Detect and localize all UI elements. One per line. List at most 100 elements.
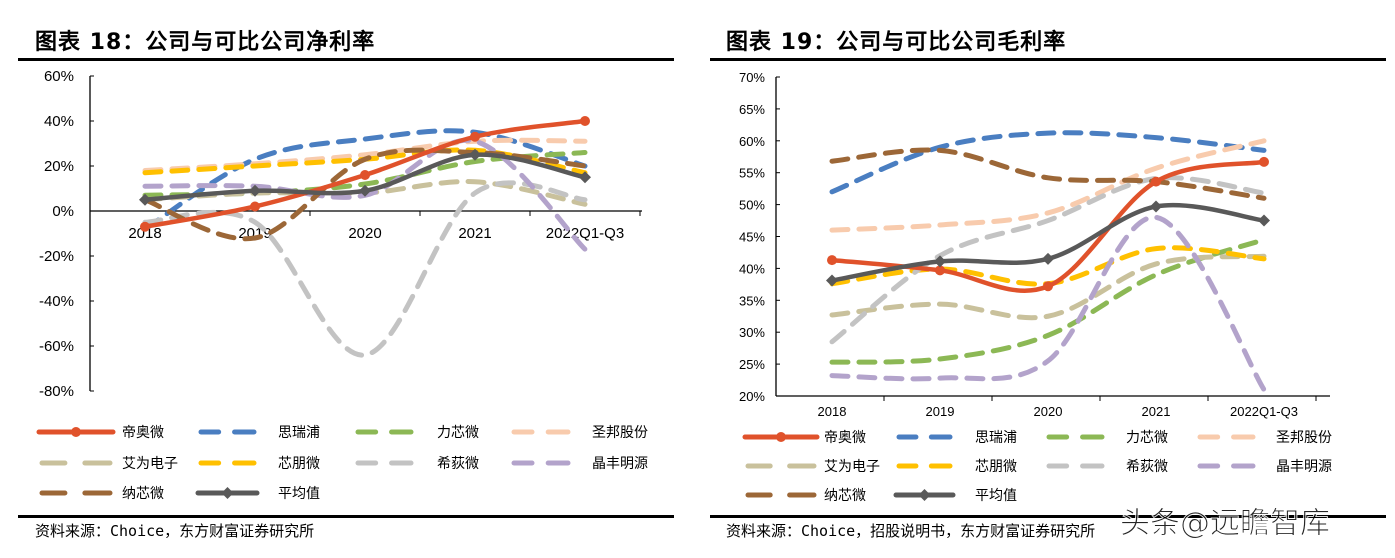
- legend-label: 平均值: [975, 488, 1017, 504]
- series-纳芯微: [829, 147, 1267, 201]
- chart-18-title: 图表 18：公司与可比公司净利率: [35, 30, 376, 55]
- legend-item: 帝奥微: [742, 429, 866, 446]
- data-point: [470, 131, 480, 142]
- chart-19-title: 图表 19：公司与可比公司毛利率: [726, 30, 1067, 55]
- legend-label: 晶丰明源: [1276, 459, 1332, 475]
- series-思瑞浦: [829, 130, 1267, 195]
- data-point: [139, 193, 151, 206]
- x-tick-label: 2021: [1142, 404, 1171, 419]
- data-point: [1042, 252, 1054, 265]
- data-point: [1258, 214, 1270, 227]
- legend-item: 芯朋微: [198, 456, 320, 472]
- chart-0: 60%40%20%0%-20%-40%-60%-80%2018 2019 2020 2…: [36, 68, 648, 502]
- y-tick-label: 45%: [739, 230, 765, 245]
- legend-label: 帝奥微: [824, 429, 866, 446]
- y-tick-label: 70%: [739, 70, 765, 85]
- x-tick-label: 2021: [458, 225, 491, 242]
- y-tick-label: 20%: [44, 158, 74, 175]
- x-tick-label: 2019: [926, 404, 955, 419]
- y-tick-label: 40%: [739, 261, 765, 276]
- legend-marker: [918, 489, 931, 501]
- legend-item: 艾为电子: [745, 459, 880, 475]
- data-point: [935, 265, 945, 276]
- x-tick-label: 2020: [1034, 404, 1063, 419]
- x-tick-label: 2022Q1-Q3: [1230, 404, 1298, 419]
- y-tick-label: 60%: [739, 134, 765, 149]
- data-point: [580, 116, 590, 126]
- series-line: [142, 137, 588, 252]
- series-圣邦股份: [142, 137, 588, 173]
- chart-1: 70% 65% 60% 55% 50% 45% 40% 35% 30% 25% 20% 2018 201…: [739, 70, 1332, 504]
- series-平均值: [826, 200, 1270, 287]
- legend-item: 平均值: [195, 486, 320, 502]
- data-point: [360, 170, 370, 180]
- y-tick-label: -20%: [39, 248, 74, 265]
- data-point: [1043, 281, 1053, 292]
- legend-marker: [71, 427, 81, 437]
- legend-label: 纳芯微: [122, 486, 164, 502]
- series-line: [829, 175, 1267, 345]
- series-希荻微: [829, 175, 1267, 345]
- legend-item: 晶丰明源: [511, 456, 648, 472]
- series-line: [829, 130, 1267, 195]
- watermark: 头条@远瞻智库: [1120, 506, 1331, 542]
- series-line: [829, 138, 1267, 233]
- legend-label: 纳芯微: [824, 488, 866, 504]
- x-tick-label: 2018: [818, 404, 847, 419]
- y-tick-label: -60%: [39, 338, 74, 355]
- source-note-left: 资料来源：Choice，东方财富证券研究所: [35, 522, 315, 540]
- series-line: [829, 253, 1267, 321]
- legend-label: 思瑞浦: [278, 425, 320, 441]
- data-point: [827, 255, 837, 266]
- series-帝奥微: [140, 116, 590, 232]
- series-力芯微: [142, 150, 588, 198]
- y-tick-label: 0%: [52, 203, 74, 220]
- legend-item: 希荻微: [1046, 459, 1168, 475]
- series-晶丰明源: [142, 137, 588, 252]
- series-圣邦股份: [829, 138, 1267, 233]
- legend-item: 思瑞浦: [896, 430, 1017, 446]
- y-tick-label: 60%: [44, 68, 74, 85]
- y-tick-label: 20%: [739, 389, 765, 404]
- legend-label: 晶丰明源: [592, 456, 648, 472]
- series-力芯微: [829, 237, 1267, 365]
- legend-item: 力芯微: [355, 425, 479, 441]
- legend-marker: [221, 487, 234, 499]
- legend-item: 思瑞浦: [198, 425, 320, 441]
- title-rule-left: [18, 58, 674, 61]
- data-point: [469, 148, 481, 161]
- legend-label: 力芯微: [437, 425, 479, 441]
- data-point: [140, 221, 150, 232]
- legend-item: 纳芯微: [39, 486, 164, 502]
- legend-label: 帝奥微: [122, 424, 164, 441]
- legend-item: 圣邦股份: [511, 425, 648, 441]
- y-tick-label: 50%: [739, 198, 765, 213]
- legend-label: 艾为电子: [122, 456, 178, 472]
- series-平均值: [139, 148, 591, 206]
- series-晶丰明源: [829, 214, 1267, 393]
- data-point: [1259, 156, 1269, 167]
- y-tick-label: 40%: [44, 113, 74, 130]
- data-point: [250, 201, 260, 212]
- series-希荻微: [142, 180, 588, 358]
- series-line: [829, 202, 1267, 283]
- series-艾为电子: [829, 253, 1267, 321]
- source-note-right: 资料来源：Choice，招股说明书，东方财富证券研究所: [726, 522, 1096, 540]
- legend-label: 平均值: [278, 486, 320, 502]
- x-tick-label: 2022Q1-Q3: [546, 225, 624, 242]
- legend-label: 圣邦股份: [592, 425, 648, 441]
- legend-label: 希荻微: [437, 456, 479, 472]
- y-tick-label: -80%: [39, 383, 74, 400]
- legend-label: 思瑞浦: [975, 430, 1017, 446]
- series-line: [142, 180, 588, 358]
- legend-label: 力芯微: [1126, 430, 1168, 446]
- series-line: [829, 214, 1267, 393]
- y-tick-label: 55%: [739, 166, 765, 181]
- data-point: [1151, 176, 1161, 187]
- data-point: [359, 184, 371, 197]
- data-point: [249, 184, 261, 197]
- data-point: [579, 171, 591, 184]
- y-tick-label: -40%: [39, 293, 74, 310]
- legend-label: 艾为电子: [824, 459, 880, 475]
